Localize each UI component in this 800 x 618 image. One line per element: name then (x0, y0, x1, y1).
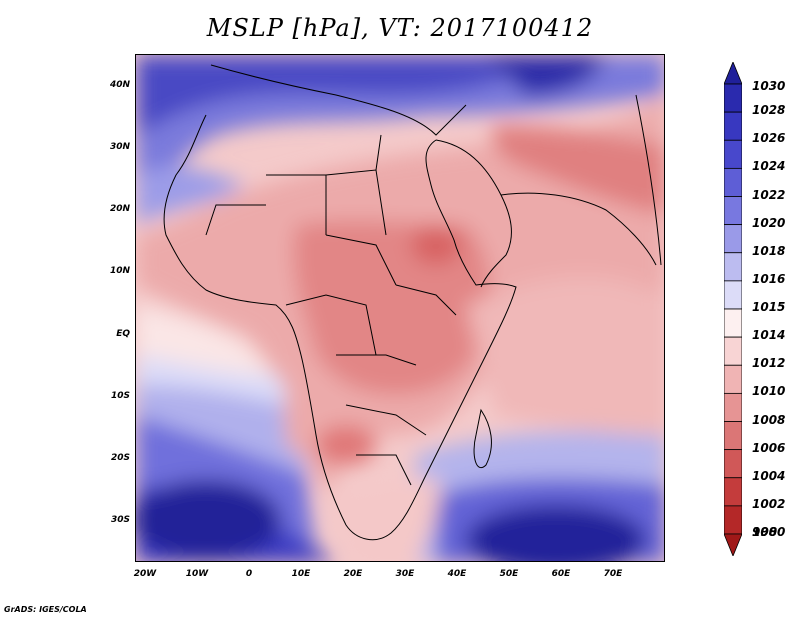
colorbar-label: 1024 (752, 159, 786, 174)
colorbar-swatch (724, 83, 742, 113)
lon-label-30e: 30E (395, 569, 415, 579)
colorbar-swatch (724, 392, 742, 422)
lon-label-20w: 20W (133, 569, 157, 579)
colorbar-swatch (724, 308, 742, 338)
colorbar-swatch (724, 252, 742, 282)
colorbar-label: 1002 (752, 496, 786, 511)
lat-label-eq: EQ (116, 329, 130, 339)
colorbar-swatch (724, 364, 742, 394)
colorbar-label: 1010 (752, 384, 786, 399)
colorbar-swatch (724, 477, 742, 507)
colorbar-swatch (724, 421, 742, 451)
colorbar-swatch (724, 111, 742, 141)
credit-text: GrADS: IGES/COLA (4, 605, 87, 614)
lon-label-50e: 50E (499, 569, 519, 579)
colorbar-label: 1028 (752, 103, 786, 118)
colorbar-swatch (724, 139, 742, 169)
lon-label-40e: 40E (447, 569, 467, 579)
colorbar-label: 1016 (752, 271, 786, 286)
lat-label-30n: 30N (109, 142, 130, 152)
colorbar-label: 1026 (752, 131, 786, 146)
colorbar (724, 62, 742, 556)
colorbar-swatch (724, 196, 742, 226)
colorbar-swatch (724, 505, 742, 535)
colorbar-swatch (724, 280, 742, 310)
lat-label-10s: 10S (110, 391, 130, 401)
lon-label-20e: 20E (343, 569, 363, 579)
colorbar-label: 1004 (752, 468, 786, 483)
pressure-map (135, 54, 665, 562)
lon-label-10w: 10W (185, 569, 209, 579)
coastlines (163, 64, 662, 541)
colorbar-label: 1020 (752, 215, 786, 230)
colorbar-label: 1006 (752, 440, 786, 455)
colorbar-swatch (724, 336, 742, 366)
colorbar-bottom-arrow (724, 533, 742, 556)
colorbar-label: 1022 (752, 187, 786, 202)
lat-label-20n: 20N (109, 204, 130, 214)
colorbar-label: 1014 (752, 328, 786, 343)
colorbar-swatch (724, 167, 742, 197)
lon-label-0: 0 (245, 569, 253, 579)
colorbar-label: 1015 (752, 300, 786, 314)
colorbar-swatch (724, 449, 742, 479)
lon-label-10e: 10E (291, 569, 311, 579)
lon-label-60e: 60E (551, 569, 571, 579)
map-canvas (136, 55, 664, 561)
colorbar-label: 1000 (752, 525, 786, 539)
lat-label-40n: 40N (109, 80, 130, 90)
colorbar-label: 1008 (752, 412, 786, 427)
colorbar-top-arrow (724, 62, 742, 85)
colorbar-swatch (724, 224, 742, 254)
pressure-shading (136, 55, 664, 561)
lat-label-10n: 10N (109, 266, 130, 276)
colorbar-label: 1012 (752, 356, 786, 371)
lat-label-20s: 20S (110, 453, 130, 463)
colorbar-label: 998 (752, 525, 778, 539)
colorbar-label: 1018 (752, 243, 786, 258)
lat-label-30s: 30S (110, 515, 130, 525)
chart-title: MSLP [hPa], VT: 2017100412 (206, 14, 594, 42)
colorbar-label: 1030 (752, 79, 786, 93)
lon-label-70e: 70E (603, 569, 623, 579)
